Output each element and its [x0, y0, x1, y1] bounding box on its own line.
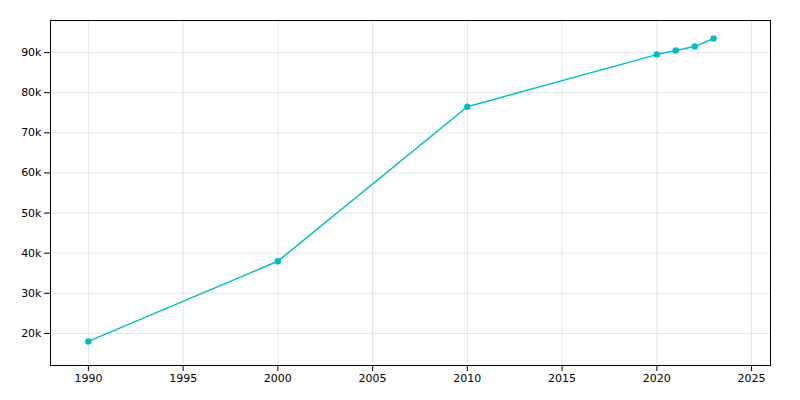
svg-text:90k: 90k [21, 46, 42, 59]
svg-text:2010: 2010 [453, 372, 481, 385]
svg-text:50k: 50k [21, 207, 42, 220]
svg-text:1990: 1990 [74, 372, 102, 385]
svg-text:2025: 2025 [738, 372, 766, 385]
svg-text:60k: 60k [21, 166, 42, 179]
svg-text:2015: 2015 [548, 372, 576, 385]
svg-text:1995: 1995 [169, 372, 197, 385]
svg-text:20k: 20k [21, 327, 42, 340]
svg-text:70k: 70k [21, 126, 42, 139]
svg-text:80k: 80k [21, 86, 42, 99]
svg-text:2020: 2020 [643, 372, 671, 385]
svg-text:2000: 2000 [264, 372, 292, 385]
svg-text:2005: 2005 [359, 372, 387, 385]
svg-text:30k: 30k [21, 287, 42, 300]
svg-text:40k: 40k [21, 247, 42, 260]
